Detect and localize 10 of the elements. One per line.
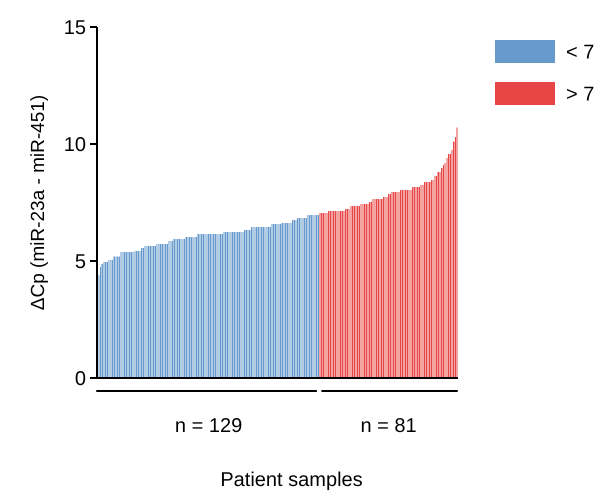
y-tick-label: 15 — [64, 17, 86, 39]
y-tick-label: 5 — [74, 251, 86, 273]
x-axis-title: Patient samples — [220, 469, 363, 491]
text: n = 81 — [360, 415, 417, 437]
text: n = 129 — [174, 415, 242, 437]
y-tick-label: 10 — [64, 134, 86, 156]
y-tick-label: 0 — [74, 368, 86, 390]
legend-label: < 7 — [566, 42, 594, 64]
legend-label: > 7 — [566, 84, 594, 106]
y-axis-title: ΔCp (miR-23a - miR-451) — [28, 94, 49, 310]
